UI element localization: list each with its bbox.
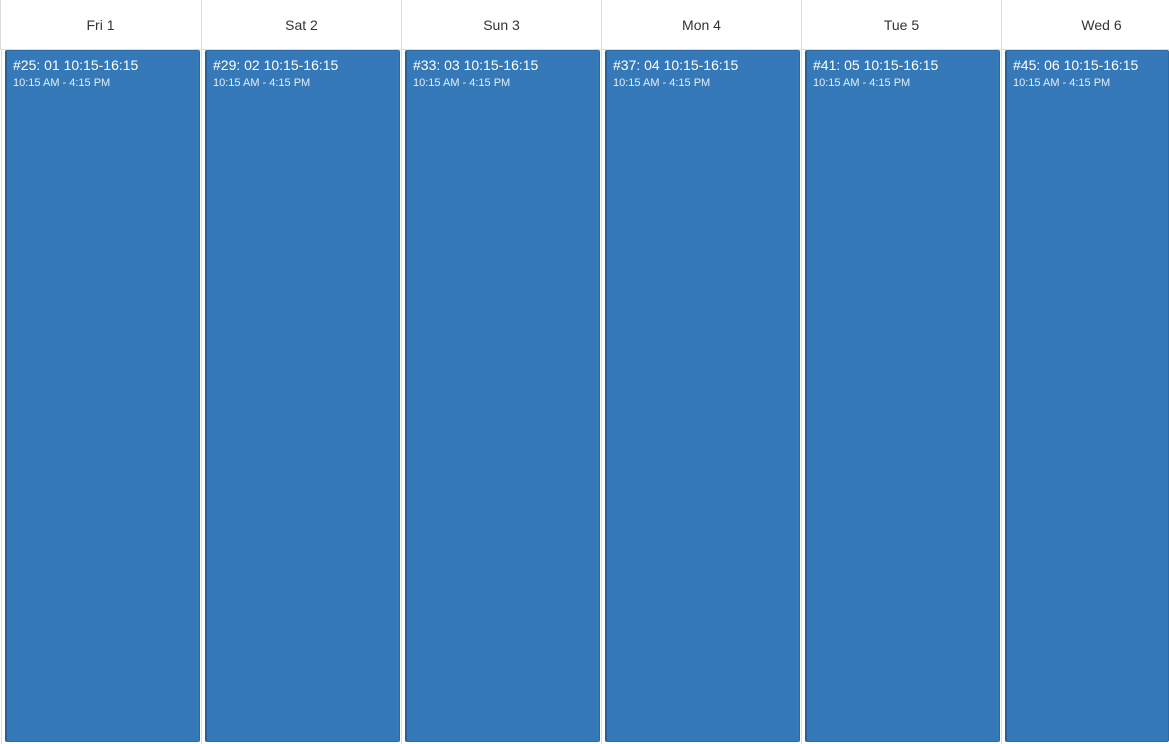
event-time: 10:15 AM - 4:15 PM — [213, 77, 311, 89]
calendar-event[interactable]: #29: 02 10:15-16:15 10:15 AM - 4:15 PM — [205, 50, 400, 742]
day-header-tue[interactable]: Tue 5 — [801, 0, 1001, 50]
day-columns: #25: 01 10:15-16:15 10:15 AM - 4:15 PM #… — [0, 50, 1169, 744]
calendar-event[interactable]: #33: 03 10:15-16:15 10:15 AM - 4:15 PM — [405, 50, 600, 742]
event-title: #25: 01 10:15-16:15 — [13, 57, 139, 73]
day-column-mon[interactable]: #37: 04 10:15-16:15 10:15 AM - 4:15 PM — [601, 50, 801, 744]
event-time: 10:15 AM - 4:15 PM — [13, 77, 111, 89]
event-title: #45: 06 10:15-16:15 — [1013, 57, 1139, 73]
event-time: 10:15 AM - 4:15 PM — [1013, 77, 1111, 89]
day-column-tue[interactable]: #41: 05 10:15-16:15 10:15 AM - 4:15 PM — [801, 50, 1001, 744]
day-column-fri[interactable]: #25: 01 10:15-16:15 10:15 AM - 4:15 PM — [1, 50, 201, 744]
day-column-sat[interactable]: #29: 02 10:15-16:15 10:15 AM - 4:15 PM — [201, 50, 401, 744]
event-title: #33: 03 10:15-16:15 — [413, 57, 539, 73]
calendar-event[interactable]: #37: 04 10:15-16:15 10:15 AM - 4:15 PM — [605, 50, 800, 742]
event-time: 10:15 AM - 4:15 PM — [813, 77, 911, 89]
day-column-wed[interactable]: #45: 06 10:15-16:15 10:15 AM - 4:15 PM — [1001, 50, 1169, 744]
day-header-sun[interactable]: Sun 3 — [401, 0, 601, 50]
event-title: #37: 04 10:15-16:15 — [613, 57, 739, 73]
day-header-sat[interactable]: Sat 2 — [201, 0, 401, 50]
day-header-row: Fri 1 Sat 2 Sun 3 Mon 4 Tue 5 Wed 6 — [0, 0, 1169, 50]
calendar-event[interactable]: #45: 06 10:15-16:15 10:15 AM - 4:15 PM — [1005, 50, 1169, 742]
event-time: 10:15 AM - 4:15 PM — [413, 77, 511, 89]
day-column-sun[interactable]: #33: 03 10:15-16:15 10:15 AM - 4:15 PM — [401, 50, 601, 744]
day-header-fri[interactable]: Fri 1 — [0, 0, 200, 50]
day-header-wed[interactable]: Wed 6 — [1001, 0, 1169, 50]
event-title: #41: 05 10:15-16:15 — [813, 57, 939, 73]
calendar-event[interactable]: #25: 01 10:15-16:15 10:15 AM - 4:15 PM — [5, 50, 200, 742]
day-header-mon[interactable]: Mon 4 — [601, 0, 801, 50]
event-title: #29: 02 10:15-16:15 — [213, 57, 339, 73]
calendar-event[interactable]: #41: 05 10:15-16:15 10:15 AM - 4:15 PM — [805, 50, 1000, 742]
event-time: 10:15 AM - 4:15 PM — [613, 77, 711, 89]
